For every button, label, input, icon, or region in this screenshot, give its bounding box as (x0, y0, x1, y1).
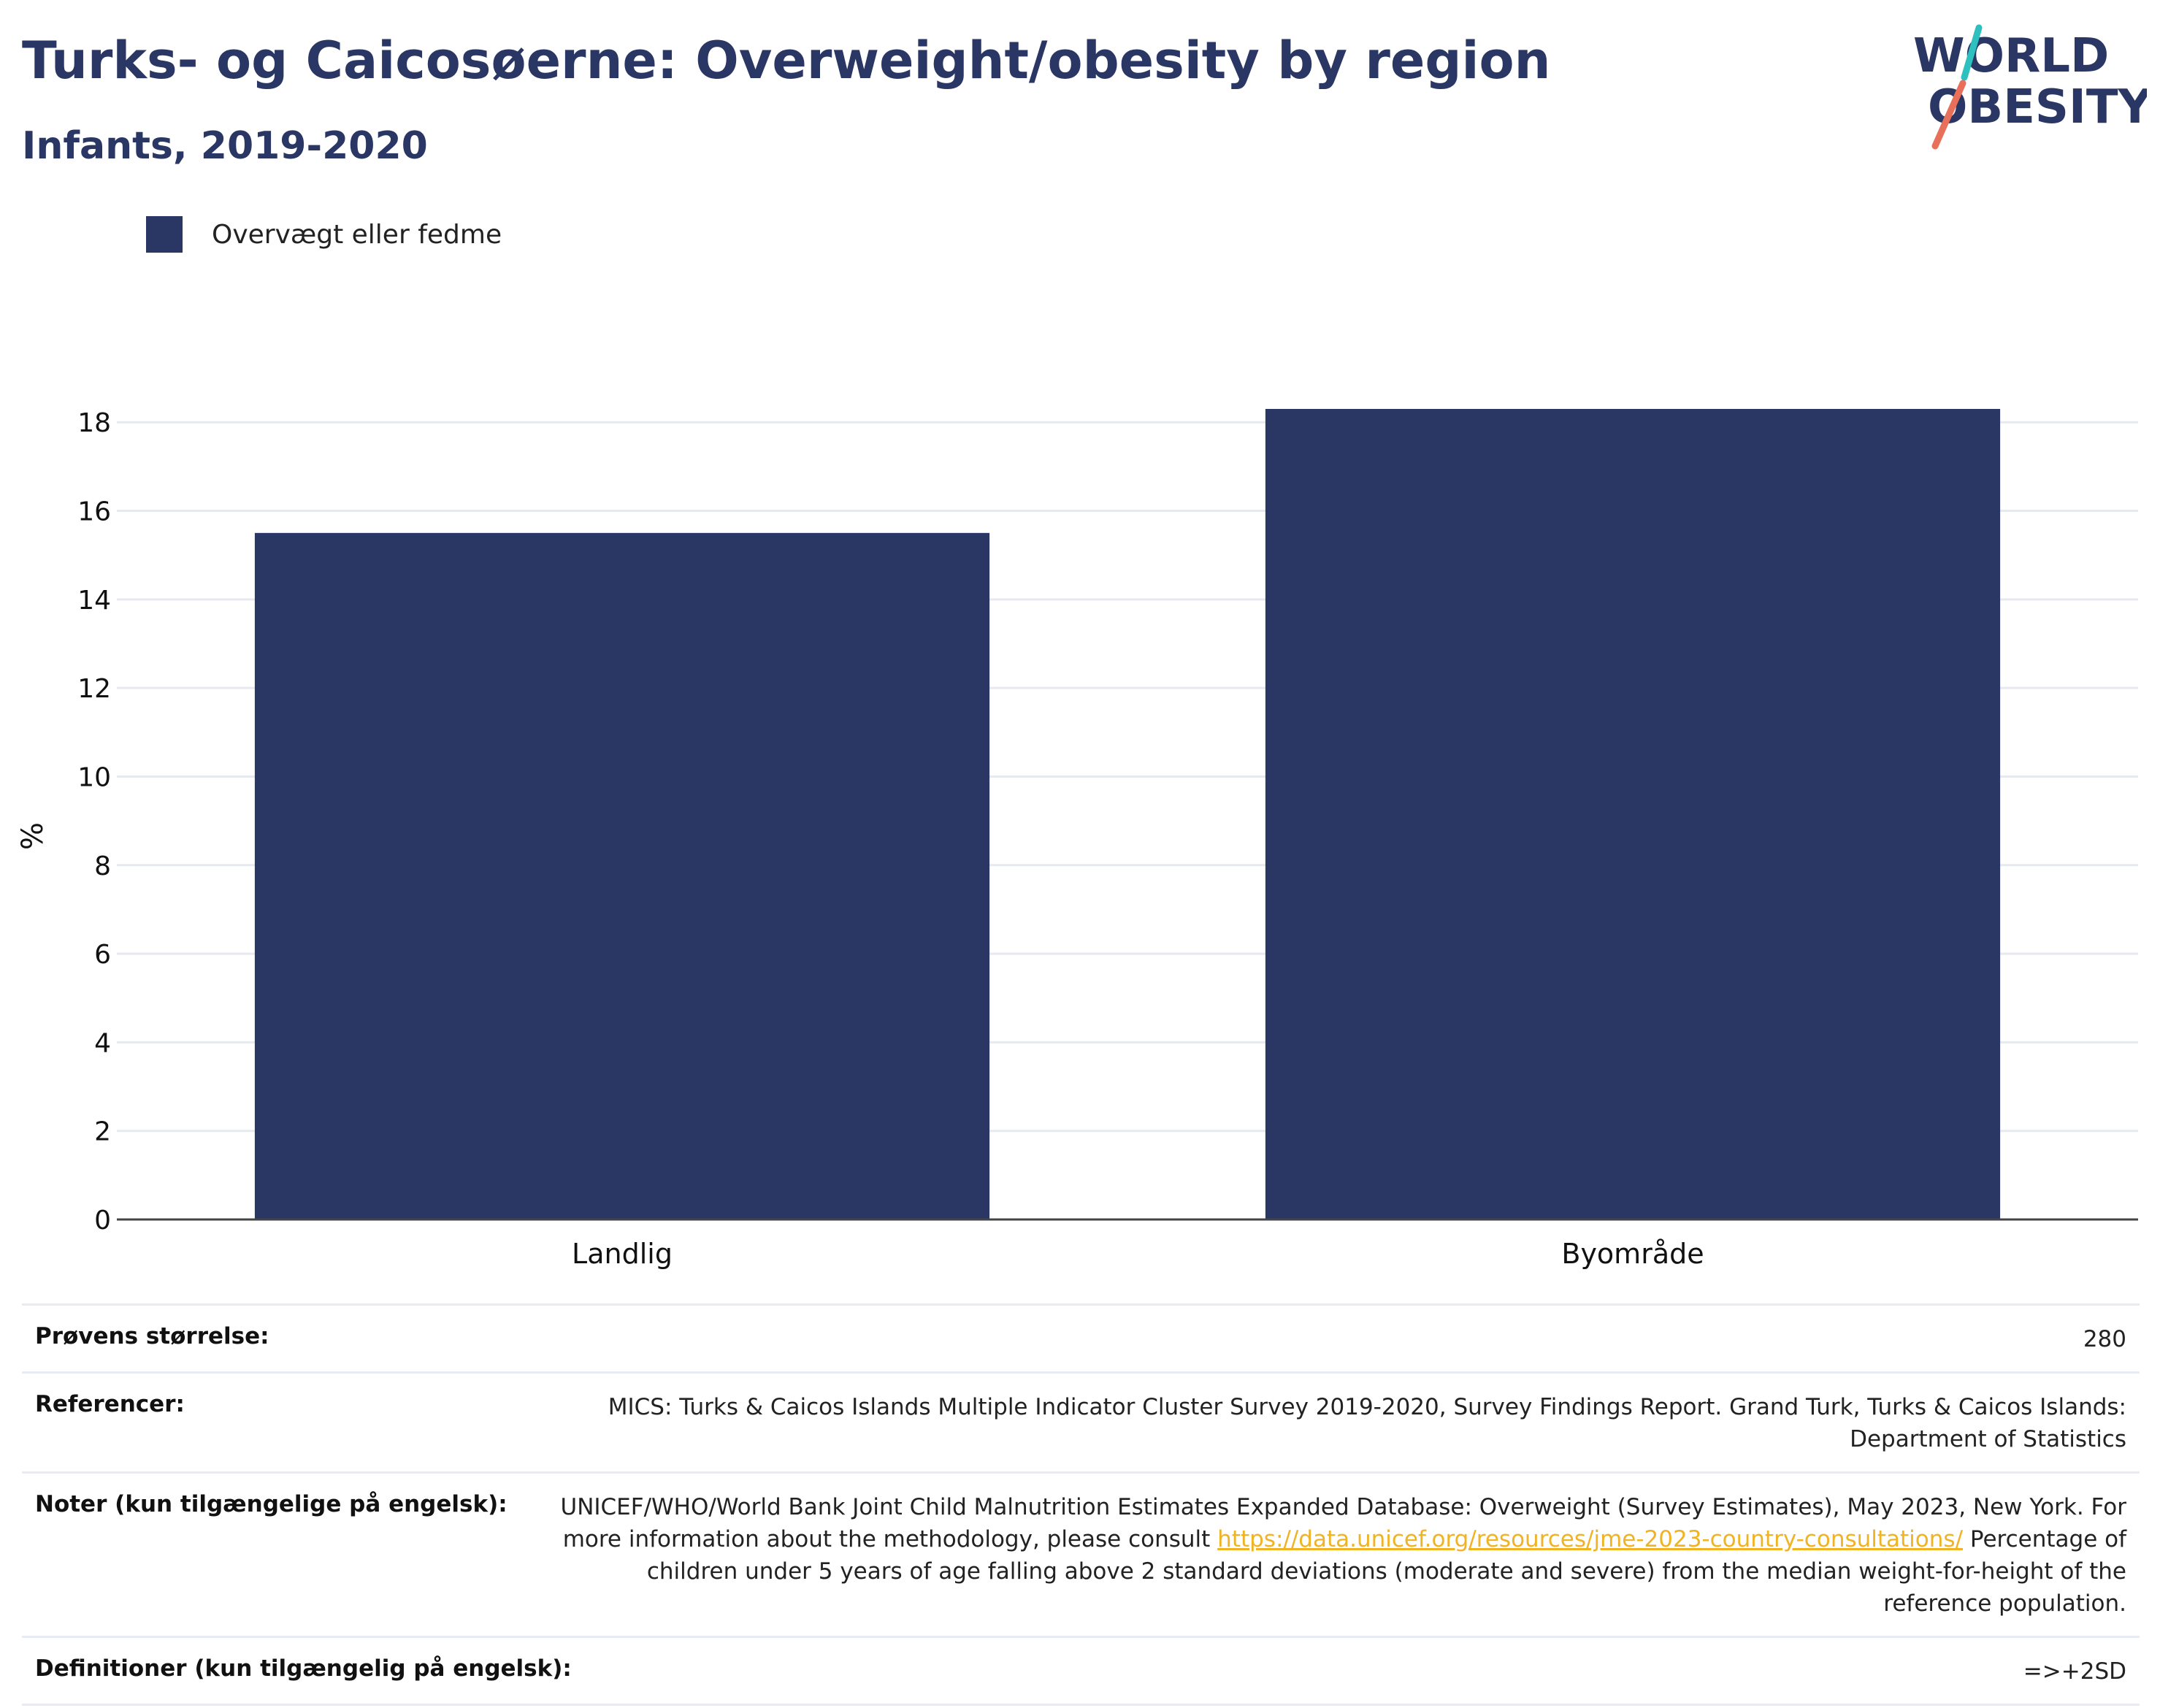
y-tick-label: 14 (77, 586, 111, 616)
legend-swatch (146, 216, 183, 253)
x-tick-label: Landlig (572, 1238, 673, 1270)
sample-size-label: Prøvens størrelse: (35, 1323, 269, 1349)
references-label: Referencer: (35, 1391, 185, 1418)
references-value: MICS: Turks & Caicos Islands Multiple In… (608, 1394, 2126, 1453)
y-tick-label: 18 (77, 408, 111, 438)
notes-text-before: UNICEF/WHO/World Bank Joint Child Malnut… (560, 1494, 2127, 1553)
definitions-label: Definitioner (kun tilgængelig på engelsk… (35, 1655, 572, 1682)
y-tick-label: 6 (94, 940, 111, 970)
bar (1265, 409, 2001, 1219)
y-tick-label: 16 (77, 497, 111, 527)
info-row-definitions: Definitioner (kun tilgængelig på engelsk… (22, 1636, 2140, 1707)
bar (254, 532, 990, 1219)
svg-text:OBESITY: OBESITY (1928, 80, 2147, 134)
definitions-value: =>+2SD (2023, 1658, 2126, 1685)
info-table: Prøvens størrelse: 280 Referencer: MICS:… (22, 1303, 2140, 1707)
chart-title: Turks- og Caicosøerne: Overweight/obesit… (22, 31, 1551, 91)
y-tick-label: 4 (94, 1028, 111, 1058)
world-obesity-logo: WORLD OBESITY (1913, 24, 2147, 150)
y-tick-label: 0 (94, 1206, 111, 1236)
notes-label: Noter (kun tilgængelige på engelsk): (35, 1491, 508, 1518)
bar-chart: 0 2 4 6 8 10 12 14 16 18 Landlig Byområde% (16, 408, 2138, 1270)
y-tick-label: 10 (77, 762, 111, 792)
notes-text-after: Percentage of children under 5 years of … (646, 1526, 2126, 1617)
y-tick-label: 8 (94, 851, 111, 881)
y-axis-label: % (16, 822, 50, 850)
methodology-link[interactable]: https://data.unicef.org/resources/jme-20… (1217, 1526, 1964, 1553)
svg-text:WORLD: WORLD (1913, 29, 2109, 83)
notes-value: UNICEF/WHO/World Bank Joint Child Malnut… (549, 1491, 2127, 1620)
sample-size-value: 280 (2083, 1326, 2126, 1352)
chart-legend: Overvægt eller fedme (146, 216, 502, 253)
info-row-notes: Noter (kun tilgængelige på engelsk): UNI… (22, 1471, 2140, 1636)
x-tick-label: Byområde (1561, 1238, 1704, 1270)
info-row-references: Referencer: MICS: Turks & Caicos Islands… (22, 1371, 2140, 1471)
y-tick-label: 2 (94, 1117, 111, 1147)
info-row-sample-size: Prøvens størrelse: 280 (22, 1303, 2140, 1371)
legend-label: Overvægt eller fedme (212, 219, 502, 250)
chart-subtitle: Infants, 2019-2020 (22, 124, 428, 168)
y-tick-label: 12 (77, 674, 111, 704)
